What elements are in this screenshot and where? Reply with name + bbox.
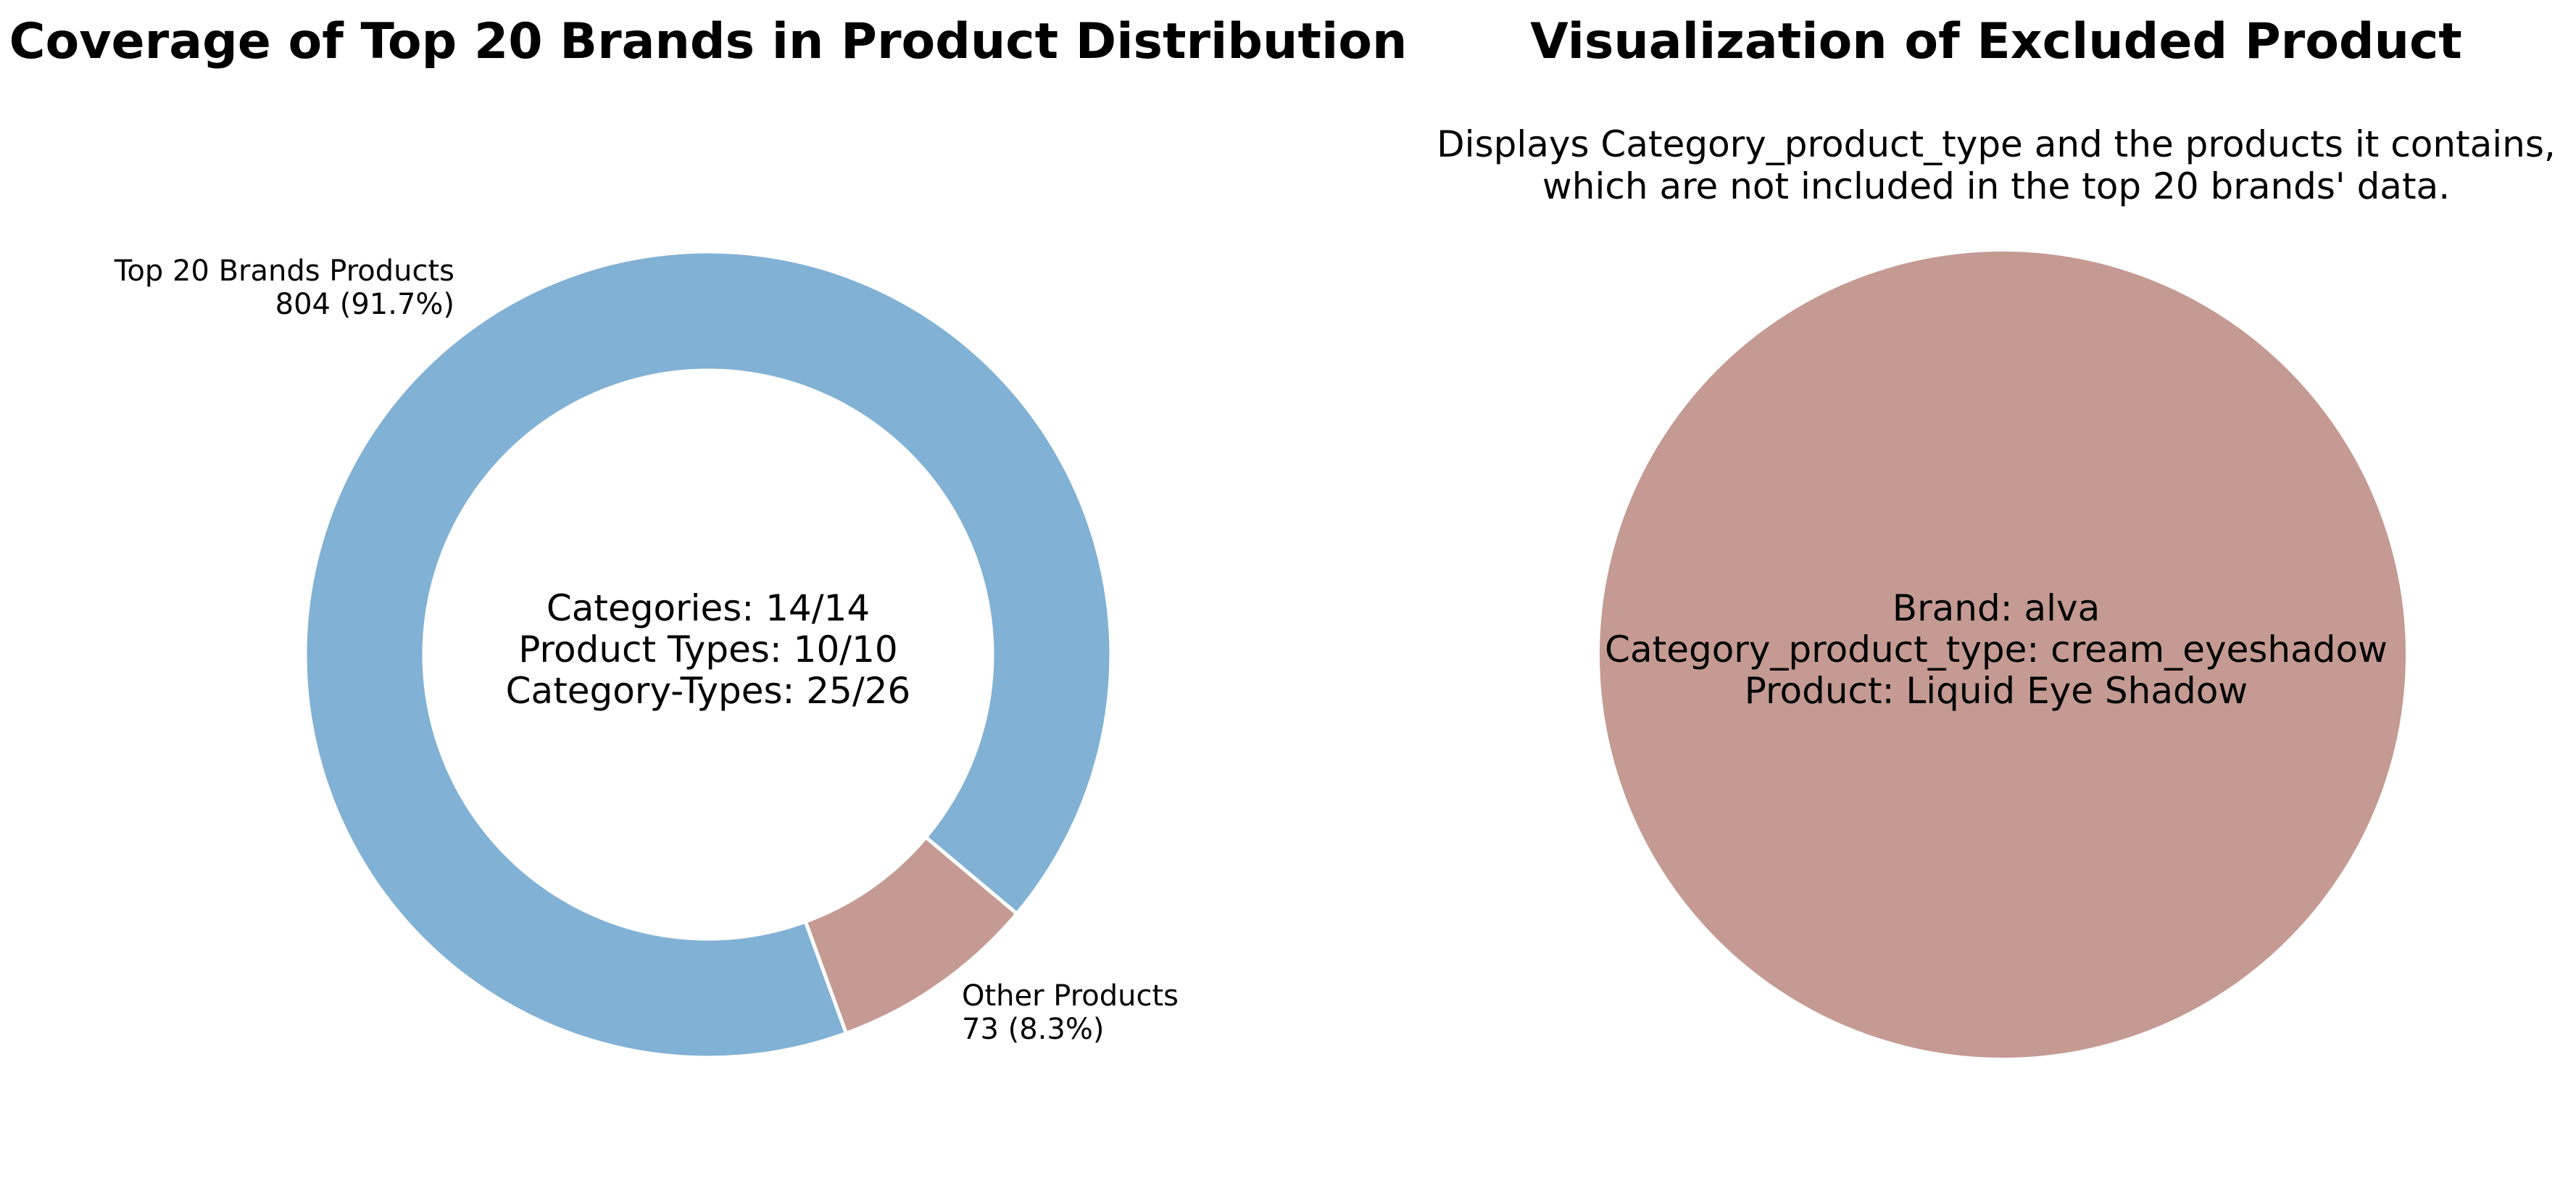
center-text-category-product-type: Category_product_type: cream_eyeshadow: [1605, 629, 2388, 671]
donut-slices: [303, 249, 1113, 1060]
center-text-product: Product: Liquid Eye Shadow: [1745, 670, 2248, 712]
slice-label-other: Other Products: [962, 979, 1179, 1013]
excluded-chart-subtitle-line-1: Displays Category_product_type and the p…: [1437, 123, 2556, 165]
center-text-brand: Brand: alva: [1892, 587, 2100, 629]
center-text-categories: Categories: 14/14: [547, 587, 870, 629]
slice-label-top20: Top 20 Brands Products: [114, 254, 454, 288]
pie-slice-0: [1600, 252, 2406, 1058]
excluded-chart-title: Visualization of Excluded Product: [1530, 13, 2462, 70]
pie-slices: [1600, 252, 2406, 1058]
donut-chart: Coverage of Top 20 Brands in Product Dis…: [9, 13, 1408, 1060]
slice-value-top20: 804 (91.7%): [275, 288, 454, 321]
donut-slice-1: [803, 835, 1019, 1035]
slice-value-other: 73 (8.3%): [962, 1013, 1104, 1046]
donut-slice-0: [303, 249, 1113, 1060]
donut-chart-title: Coverage of Top 20 Brands in Product Dis…: [9, 13, 1408, 70]
center-text-product-types: Product Types: 10/10: [518, 629, 897, 671]
excluded-chart-subtitle-line-2: which are not included in the top 20 bra…: [1542, 165, 2450, 207]
center-text-category-types: Category-Types: 25/26: [506, 670, 911, 712]
excluded-product-chart: Visualization of Excluded Product Displa…: [1437, 13, 2556, 1058]
